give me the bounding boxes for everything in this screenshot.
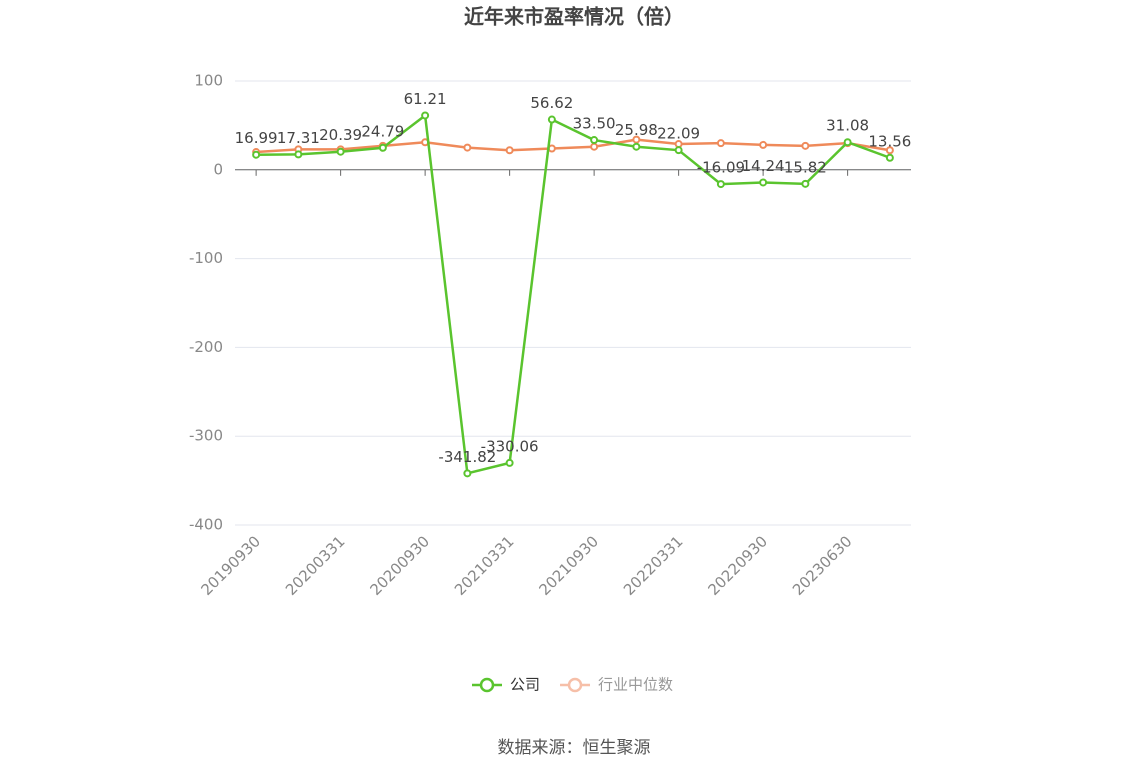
data-label: 61.21 <box>404 90 447 108</box>
x-tick-label: 20210331 <box>451 532 518 599</box>
data-point <box>801 179 810 188</box>
data-label: 24.79 <box>361 122 404 140</box>
data-point <box>590 136 599 145</box>
source: 数据来源：恒生聚源 <box>498 738 651 758</box>
x-tick-label: 20220331 <box>620 532 687 599</box>
data-point <box>674 146 683 155</box>
data-point <box>252 150 261 159</box>
x-tick-label: 20220930 <box>704 532 771 599</box>
data-point <box>632 142 641 151</box>
data-point <box>759 140 768 149</box>
data-point <box>378 143 387 152</box>
x-tick-label: 20230630 <box>789 532 856 599</box>
data-point <box>801 141 810 150</box>
data-label: 17.31 <box>277 129 320 147</box>
data-point <box>590 142 599 151</box>
data-label: 13.56 <box>868 132 911 150</box>
x-tick-label: 20210930 <box>535 532 602 599</box>
data-point <box>843 138 852 147</box>
data-point <box>463 469 472 478</box>
data-point <box>759 178 768 187</box>
data-point <box>336 147 345 156</box>
data-label: 56.62 <box>530 94 573 112</box>
legend-item[interactable]: 行业中位数 <box>560 676 673 694</box>
data-point <box>421 111 430 120</box>
data-point <box>885 146 894 155</box>
x-tick-label: 20200331 <box>282 532 349 599</box>
data-point <box>632 135 641 144</box>
data-point <box>294 150 303 159</box>
data-point <box>505 458 514 467</box>
y-tick-label: -300 <box>189 427 223 445</box>
data-label: -341.82 <box>438 448 496 466</box>
data-label: 33.50 <box>573 115 616 133</box>
y-tick-label: 100 <box>194 72 223 90</box>
data-label: -16.09 <box>697 159 745 177</box>
chart-title: 近年来市盈率情况（倍） <box>464 5 684 29</box>
y-tick-label: -200 <box>189 338 223 356</box>
x-tick-label: 20190930 <box>197 532 264 599</box>
legend-marker <box>479 677 495 693</box>
data-point <box>716 180 725 189</box>
data-point <box>463 143 472 152</box>
data-point <box>885 153 894 162</box>
data-label: 15.82 <box>784 158 827 176</box>
data-label: 20.39 <box>319 126 362 144</box>
data-point <box>716 139 725 148</box>
data-label: -330.06 <box>481 437 539 455</box>
y-tick-label: 0 <box>213 160 223 178</box>
legend-item[interactable]: 公司 <box>472 676 540 694</box>
legend-label: 行业中位数 <box>598 676 673 694</box>
y-tick-label: -100 <box>189 249 223 267</box>
legend-label: 公司 <box>510 676 540 694</box>
y-tick-label: -400 <box>189 516 223 534</box>
data-point <box>547 115 556 124</box>
data-label: 25.98 <box>615 121 658 139</box>
data-point <box>505 146 514 155</box>
legend-marker <box>567 677 583 693</box>
series-line <box>256 113 891 475</box>
x-tick-label: 20200930 <box>366 532 433 599</box>
series-line <box>256 138 891 154</box>
data-label: 16.99 <box>235 129 278 147</box>
data-label: 31.08 <box>826 117 869 135</box>
data-label: 22.09 <box>657 125 700 143</box>
data-label: 14.24 <box>742 157 785 175</box>
